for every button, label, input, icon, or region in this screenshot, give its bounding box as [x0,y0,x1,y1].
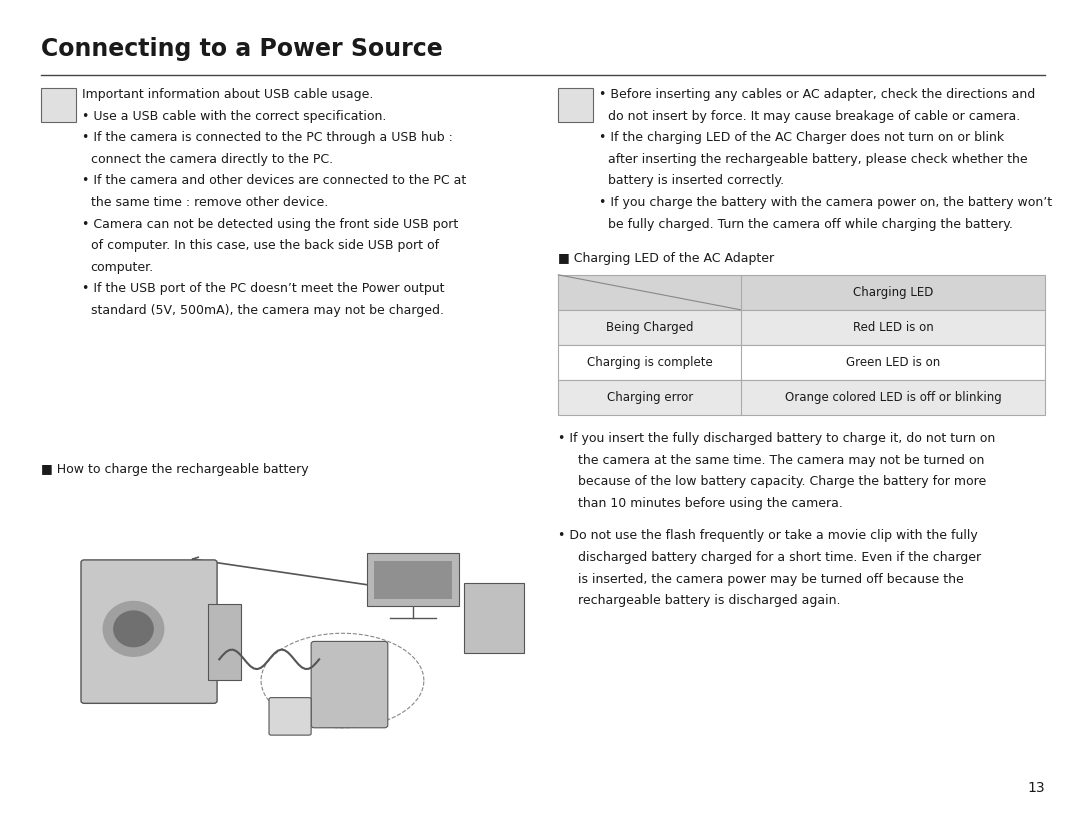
Text: discharged battery charged for a short time. Even if the charger: discharged battery charged for a short t… [578,551,981,564]
Text: computer.: computer. [91,261,153,274]
Text: do not insert by force. It may cause breakage of cable or camera.: do not insert by force. It may cause bre… [608,109,1021,122]
FancyBboxPatch shape [558,380,1045,415]
FancyBboxPatch shape [269,698,311,735]
Text: standard (5V, 500mA), the camera may not be charged.: standard (5V, 500mA), the camera may not… [91,304,444,317]
Text: connect the camera directly to the PC.: connect the camera directly to the PC. [91,152,333,165]
Text: Red LED is on: Red LED is on [853,321,933,334]
Text: Connecting to a Power Source: Connecting to a Power Source [41,37,443,60]
Polygon shape [104,601,164,656]
Text: Charging error: Charging error [607,391,692,404]
Polygon shape [113,611,153,646]
FancyBboxPatch shape [464,584,524,653]
Text: • Before inserting any cables or AC adapter, check the directions and: • Before inserting any cables or AC adap… [599,88,1036,101]
Text: of computer. In this case, use the back side USB port of: of computer. In this case, use the back … [91,239,438,252]
FancyBboxPatch shape [374,561,453,599]
Text: be fully charged. Turn the camera off while charging the battery.: be fully charged. Turn the camera off wh… [608,218,1013,231]
FancyBboxPatch shape [558,310,1045,345]
Text: rechargeable battery is discharged again.: rechargeable battery is discharged again… [578,594,840,607]
Text: • If you insert the fully discharged battery to charge it, do not turn on: • If you insert the fully discharged bat… [558,432,996,445]
Text: Charging LED: Charging LED [853,286,933,299]
Text: Orange colored LED is off or blinking: Orange colored LED is off or blinking [785,391,1001,404]
FancyBboxPatch shape [558,345,1045,380]
FancyBboxPatch shape [558,88,593,122]
FancyBboxPatch shape [367,553,459,606]
Text: Charging is complete: Charging is complete [586,356,713,369]
Text: • Use a USB cable with the correct specification.: • Use a USB cable with the correct speci… [82,109,387,122]
Text: • Camera can not be detected using the front side USB port: • Camera can not be detected using the f… [82,218,458,231]
FancyBboxPatch shape [311,641,388,728]
Text: the camera at the same time. The camera may not be turned on: the camera at the same time. The camera … [578,454,984,467]
Text: • If you charge the battery with the camera power on, the battery won’t: • If you charge the battery with the cam… [599,196,1053,209]
Text: • If the charging LED of the AC Charger does not turn on or blink: • If the charging LED of the AC Charger … [599,131,1004,144]
FancyBboxPatch shape [208,604,241,680]
Text: Important information about USB cable usage.: Important information about USB cable us… [82,88,374,101]
Text: after inserting the rechargeable battery, please check whether the: after inserting the rechargeable battery… [608,152,1028,165]
Text: • If the camera and other devices are connected to the PC at: • If the camera and other devices are co… [82,174,467,187]
Text: 13: 13 [1028,781,1045,795]
Text: than 10 minutes before using the camera.: than 10 minutes before using the camera. [578,497,842,510]
FancyBboxPatch shape [41,88,76,122]
Text: • Do not use the flash frequently or take a movie clip with the fully: • Do not use the flash frequently or tak… [558,530,978,543]
Text: Green LED is on: Green LED is on [846,356,941,369]
Text: Being Charged: Being Charged [606,321,693,334]
Text: • If the USB port of the PC doesn’t meet the Power output: • If the USB port of the PC doesn’t meet… [82,282,445,295]
Text: • If the camera is connected to the PC through a USB hub :: • If the camera is connected to the PC t… [82,131,453,144]
Text: because of the low battery capacity. Charge the battery for more: because of the low battery capacity. Cha… [578,475,986,488]
Text: ■ How to charge the rechargeable battery: ■ How to charge the rechargeable battery [41,463,309,476]
FancyBboxPatch shape [41,481,521,758]
FancyBboxPatch shape [558,275,1045,310]
Text: the same time : remove other device.: the same time : remove other device. [91,196,328,209]
Text: is inserted, the camera power may be turned off because the: is inserted, the camera power may be tur… [578,573,963,586]
FancyBboxPatch shape [81,560,217,703]
Text: battery is inserted correctly.: battery is inserted correctly. [608,174,784,187]
Text: ■ Charging LED of the AC Adapter: ■ Charging LED of the AC Adapter [558,252,774,265]
